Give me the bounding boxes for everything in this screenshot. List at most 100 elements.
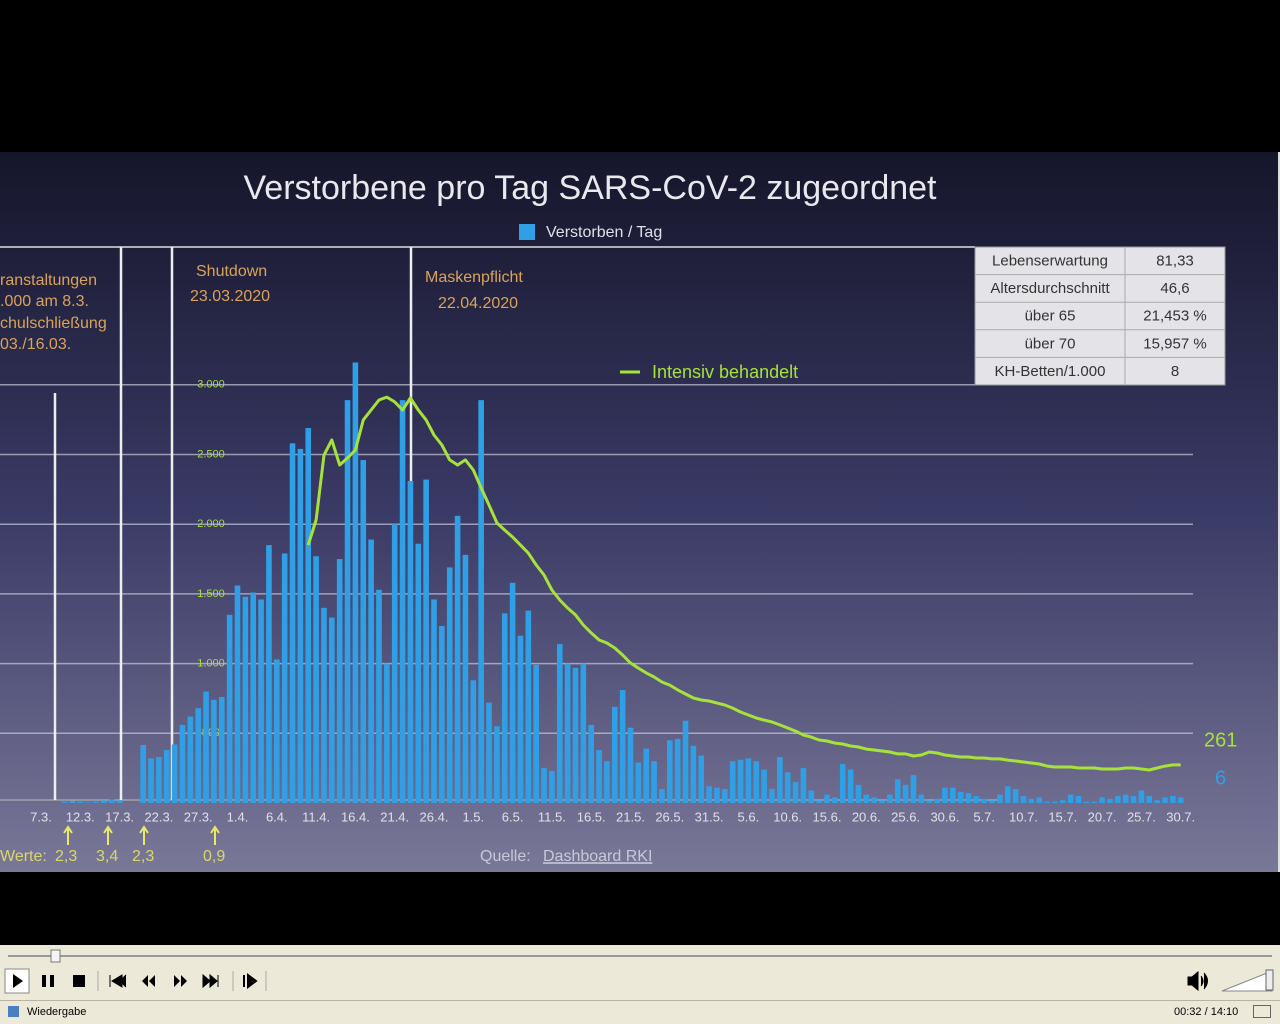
x-tick-label: 15.6.	[813, 809, 842, 824]
bar	[344, 400, 351, 803]
bar	[525, 610, 532, 803]
bar	[376, 589, 382, 803]
table-cell: Lebenserwartung	[992, 252, 1108, 269]
bar	[470, 680, 477, 803]
bar	[1036, 797, 1043, 803]
x-tick-label: 10.6.	[773, 809, 802, 824]
next-button[interactable]	[202, 973, 219, 989]
legend-label: Verstorben / Tag	[546, 224, 662, 241]
table-cell: 8	[1171, 363, 1179, 380]
bar	[415, 543, 422, 803]
bar	[887, 794, 893, 803]
source-link: Dashboard RKI	[543, 848, 652, 865]
bar	[274, 659, 280, 803]
bar	[446, 567, 453, 803]
bar	[93, 801, 99, 803]
seek-thumb[interactable]	[50, 949, 61, 963]
bar	[879, 800, 885, 803]
volume-thumb[interactable]	[1265, 969, 1274, 991]
x-tick-label: 16.4.	[341, 809, 370, 824]
bar	[824, 794, 830, 803]
annotation: Maskenpflicht	[425, 269, 523, 286]
bar	[242, 596, 249, 803]
bar	[800, 768, 807, 803]
fullscreen-button[interactable]	[1253, 1005, 1271, 1018]
bar	[564, 663, 571, 803]
bar	[218, 697, 225, 803]
bar	[384, 663, 390, 803]
x-tick-label: 31.5.	[695, 809, 724, 824]
bar	[808, 790, 815, 803]
stop-button[interactable]	[73, 975, 85, 987]
end-label: 261	[1204, 729, 1237, 751]
bar	[1083, 801, 1090, 803]
bar	[77, 801, 84, 803]
bar	[1004, 786, 1011, 803]
bar	[627, 727, 634, 803]
bar	[352, 362, 359, 803]
arrow	[103, 825, 113, 845]
bar	[556, 644, 563, 803]
bar	[407, 480, 414, 803]
bar	[745, 758, 752, 803]
bar	[682, 720, 689, 803]
table-cell: 46,6	[1160, 280, 1189, 297]
bar	[533, 664, 539, 803]
player-controls	[0, 945, 1280, 1000]
bar	[1154, 800, 1160, 803]
volume-button[interactable]	[1187, 970, 1208, 992]
y-tick-label: 1.000	[197, 658, 225, 670]
bar	[1115, 796, 1121, 803]
x-tick-label: 1.4.	[227, 809, 249, 824]
bar	[116, 800, 123, 803]
bar	[85, 802, 91, 803]
bar	[258, 599, 264, 803]
bar	[894, 779, 901, 803]
x-tick-label: 5.7.	[973, 809, 995, 824]
x-tick-label: 21.4.	[380, 809, 409, 824]
bar	[329, 617, 335, 803]
table-frame	[974, 246, 1226, 386]
x-tick-label: 25.7.	[1127, 809, 1156, 824]
value-notes: Werte: 2,3 3,4 2,3 0,9	[0, 848, 225, 865]
bar	[619, 690, 626, 803]
bar	[777, 756, 783, 803]
bar	[667, 740, 673, 803]
bar	[635, 762, 642, 803]
y-tick-label: 2.500	[197, 448, 225, 460]
bar	[148, 758, 154, 803]
bar	[478, 400, 484, 803]
previous-button[interactable]	[109, 974, 127, 988]
frame-step-button[interactable]	[243, 973, 258, 989]
bar	[611, 706, 618, 803]
x-tick-label: 1.5.	[462, 809, 484, 824]
legend-label: Intensiv behandelt	[652, 362, 798, 382]
bar	[674, 738, 681, 803]
x-tick-label: 21.5.	[616, 809, 645, 824]
annotation: 3,4	[96, 848, 118, 865]
pause-button[interactable]	[42, 975, 54, 987]
info-table: Lebenserwartung 81,33 Altersdurchschnitt 46…	[974, 246, 1226, 386]
annotation: 0,9	[203, 848, 225, 865]
forward-button[interactable]	[174, 975, 187, 987]
bar	[179, 724, 186, 803]
bar	[792, 782, 799, 803]
bar	[1091, 801, 1098, 803]
table-cell: Altersdurchschnitt	[990, 280, 1110, 297]
bar	[211, 699, 217, 803]
annotation: 22.04.2020	[438, 295, 518, 312]
volume-slider[interactable]	[1221, 970, 1273, 992]
bar	[1012, 789, 1019, 803]
rewind-button[interactable]	[142, 975, 155, 987]
bar	[541, 768, 547, 803]
bar	[1067, 794, 1074, 803]
bar	[871, 797, 877, 803]
table-cell: 81,33	[1156, 252, 1194, 269]
bar	[651, 761, 657, 803]
x-tick-label: 6.5.	[502, 809, 524, 824]
bar	[839, 763, 846, 803]
source-label: Quelle:	[480, 848, 531, 865]
annotation: ranstaltungen	[0, 272, 97, 289]
x-tick-label: 10.7.	[1009, 809, 1038, 824]
bar	[108, 799, 115, 803]
